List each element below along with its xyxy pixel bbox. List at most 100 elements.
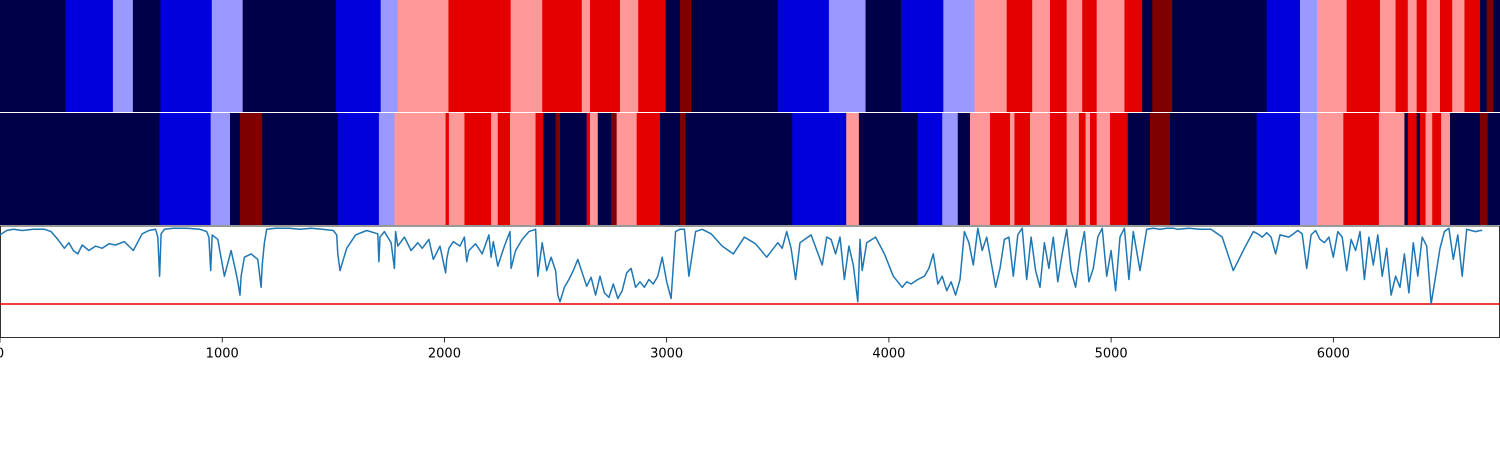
segment-1-53 <box>1343 113 1380 225</box>
segment-1-46 <box>1110 113 1129 225</box>
segment-0-1 <box>65 0 114 112</box>
segment-1-5 <box>262 113 339 225</box>
segment-1-4 <box>240 113 263 225</box>
segment-0-3 <box>132 0 161 112</box>
segment-1-6 <box>337 113 380 225</box>
x-tick-label-0: 0 <box>0 347 4 362</box>
segment-1-43 <box>1085 113 1091 225</box>
segment-1-13 <box>497 113 511 225</box>
segment-0-14 <box>590 0 621 112</box>
segment-1-26 <box>660 113 681 225</box>
segment-1-16 <box>543 113 556 225</box>
segment-1-52 <box>1317 113 1344 225</box>
segment-1-18 <box>560 113 588 225</box>
segment-0-41 <box>1395 0 1409 112</box>
segment-1-15 <box>535 113 544 225</box>
segment-1-22 <box>611 113 618 225</box>
segment-0-32 <box>1124 0 1143 112</box>
segment-track-lower <box>0 113 1500 225</box>
segment-0-39 <box>1346 0 1381 112</box>
segment-0-27 <box>1032 0 1051 112</box>
segment-1-20 <box>590 113 599 225</box>
segment-0-38 <box>1317 0 1348 112</box>
segment-0-18 <box>680 0 692 112</box>
x-axis: 0 1000 2000 3000 4000 5000 6000 <box>0 337 1350 362</box>
segment-1-27 <box>680 113 686 225</box>
x-tick-label-3: 3000 <box>650 347 683 362</box>
segment-0-16 <box>638 0 666 112</box>
segment-1-33 <box>942 113 959 225</box>
segment-1-32 <box>917 113 943 225</box>
segment-1-44 <box>1090 113 1098 225</box>
segment-1-60 <box>1432 113 1442 225</box>
segment-1-51 <box>1300 113 1318 225</box>
segment-1-10 <box>448 113 465 225</box>
segment-1-34 <box>957 113 971 225</box>
segment-1-35 <box>970 113 991 225</box>
segment-1-1 <box>159 113 212 225</box>
segment-0-36 <box>1266 0 1301 112</box>
segment-track-upper <box>0 0 1500 112</box>
segment-1-61 <box>1441 113 1451 225</box>
series-line <box>0 227 1483 305</box>
segment-0-48 <box>1480 0 1488 112</box>
segment-1-62 <box>1450 113 1458 225</box>
segment-0-40 <box>1380 0 1396 112</box>
segment-1-57 <box>1416 113 1421 225</box>
segment-0-11 <box>510 0 543 112</box>
segment-1-11 <box>464 113 492 225</box>
segment-1-9 <box>445 113 450 225</box>
segment-0-50 <box>1493 0 1500 112</box>
segment-1-31 <box>858 113 919 225</box>
segment-0-21 <box>828 0 866 112</box>
segment-1-14 <box>510 113 536 225</box>
segment-0-31 <box>1096 0 1125 112</box>
segment-0-8 <box>380 0 399 112</box>
line-panel <box>0 225 1500 338</box>
segment-1-48 <box>1150 113 1171 225</box>
segment-0-7 <box>336 0 382 112</box>
segment-1-23 <box>616 113 621 225</box>
segment-1-59 <box>1425 113 1433 225</box>
segment-1-29 <box>792 113 847 225</box>
segment-1-64 <box>1480 113 1489 225</box>
segment-0-34 <box>1152 0 1173 112</box>
segment-1-55 <box>1404 113 1409 225</box>
segment-1-39 <box>1030 113 1051 225</box>
segment-1-63 <box>1456 113 1481 225</box>
segment-0-4 <box>160 0 213 112</box>
segment-0-35 <box>1172 0 1268 112</box>
segment-0-49 <box>1486 0 1494 112</box>
segment-1-38 <box>1014 113 1031 225</box>
segment-1-37 <box>1010 113 1015 225</box>
x-tick-label-6: 6000 <box>1317 347 1350 362</box>
segment-1-41 <box>1066 113 1080 225</box>
segment-1-17 <box>555 113 561 225</box>
segment-0-6 <box>242 0 337 112</box>
segment-1-40 <box>1050 113 1068 225</box>
segment-0-5 <box>211 0 244 112</box>
segment-0-9 <box>397 0 449 112</box>
segment-0-2 <box>112 0 134 112</box>
segment-0-13 <box>581 0 591 112</box>
segment-0-29 <box>1066 0 1083 112</box>
segment-0-47 <box>1464 0 1481 112</box>
segment-0-12 <box>542 0 583 112</box>
segment-0-10 <box>448 0 512 112</box>
segment-0-28 <box>1050 0 1068 112</box>
segment-1-12 <box>491 113 499 225</box>
segment-0-15 <box>620 0 639 112</box>
segment-1-0 <box>0 113 160 225</box>
segment-0-22 <box>865 0 902 112</box>
segment-0-45 <box>1440 0 1453 112</box>
segment-1-25 <box>636 113 661 225</box>
segment-1-28 <box>685 113 793 225</box>
segment-0-25 <box>974 0 1008 112</box>
segment-0-23 <box>901 0 944 112</box>
segment-0-24 <box>943 0 975 112</box>
segment-1-19 <box>586 113 591 225</box>
x-tick-label-1: 1000 <box>206 347 239 362</box>
segment-1-47 <box>1127 113 1151 225</box>
segment-1-54 <box>1378 113 1405 225</box>
